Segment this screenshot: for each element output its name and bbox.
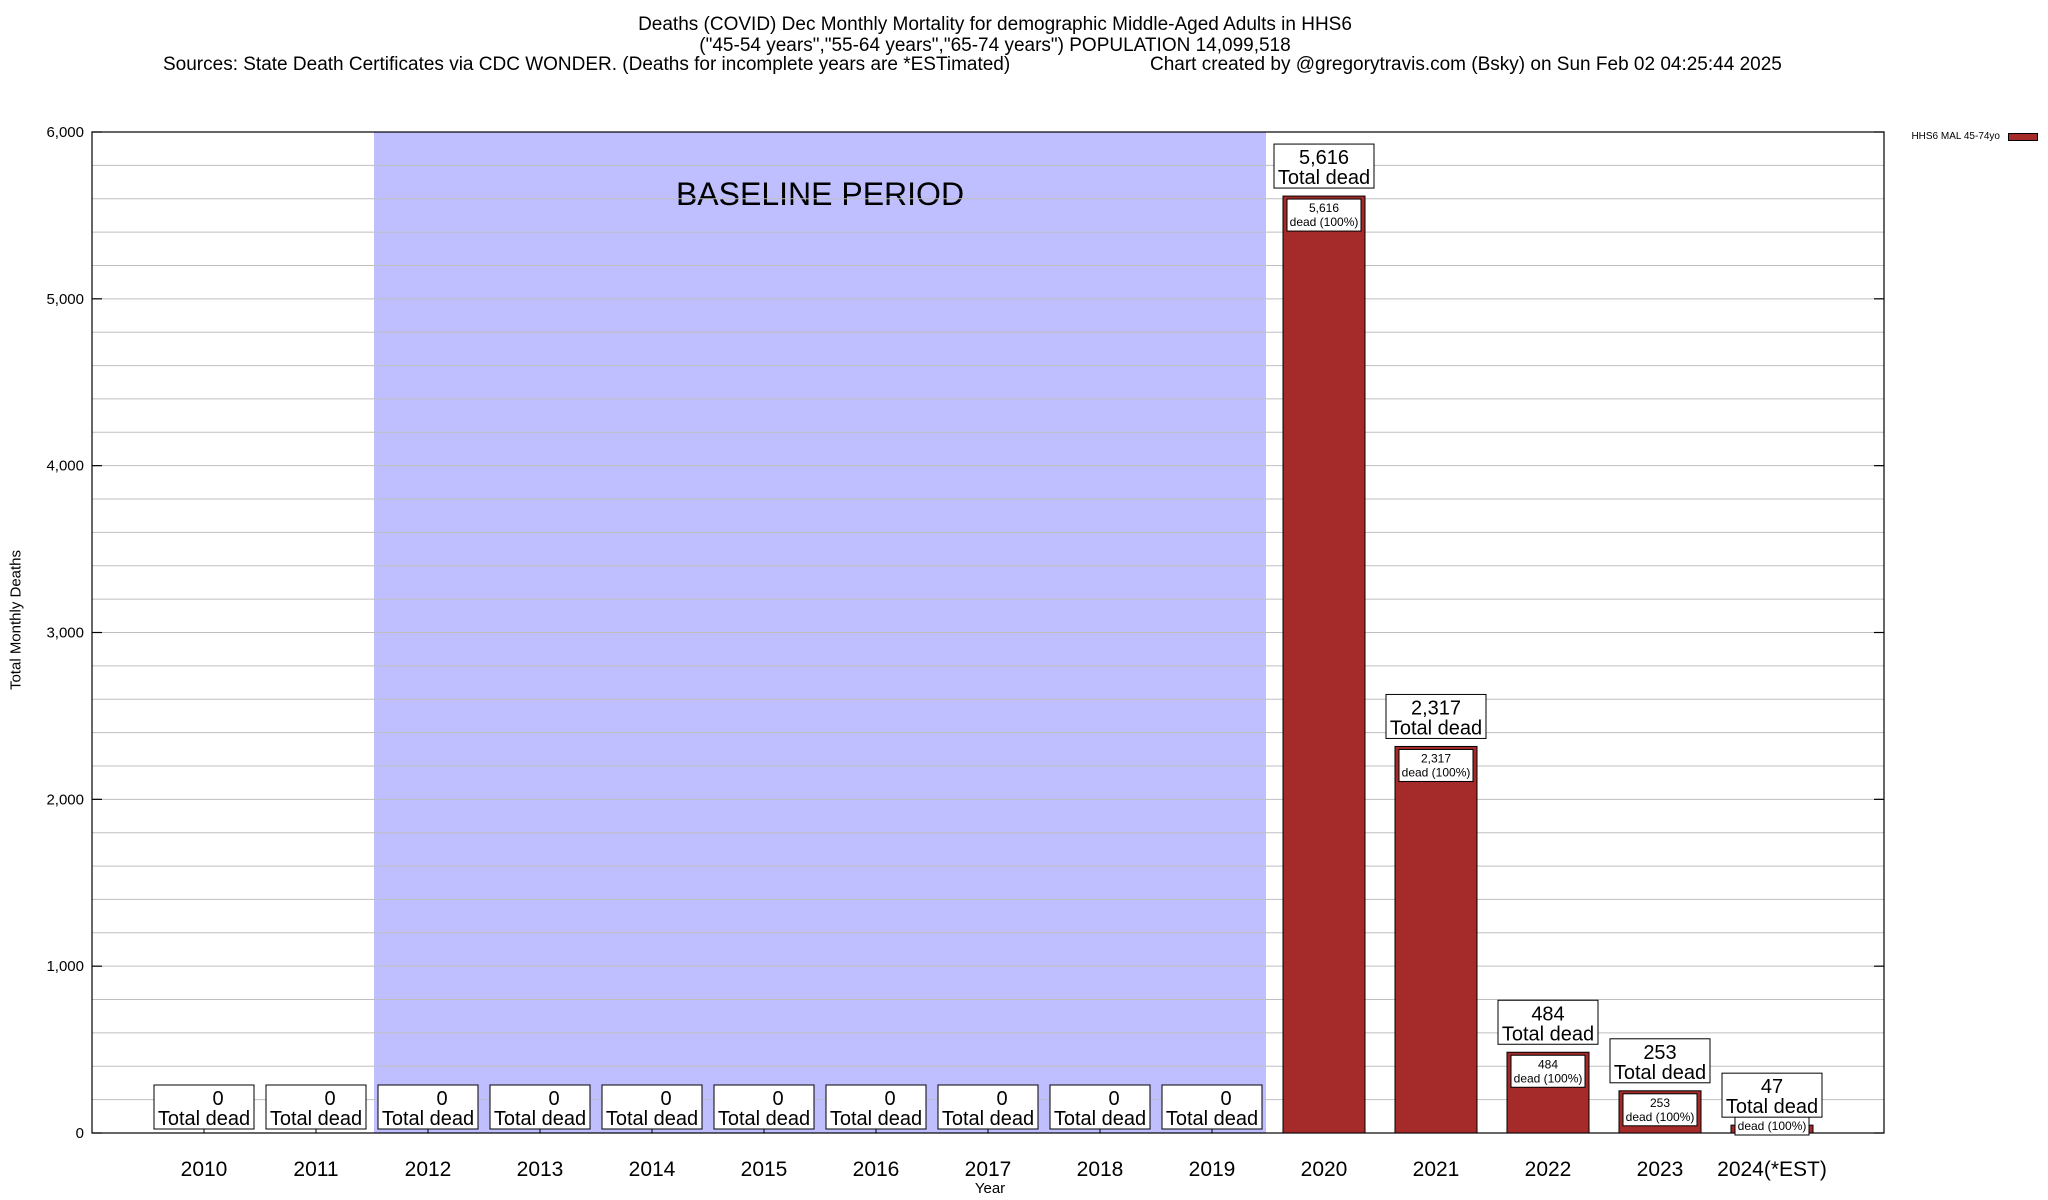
total-value-label: 0 — [660, 1088, 671, 1110]
total-label-box — [1609, 1038, 1711, 1084]
title-line-1: Deaths (COVID) Dec Monthly Mortality for… — [638, 14, 1352, 35]
bar-inner-dead-label: dead (100%) — [1402, 765, 1471, 779]
bar-inner-dead-label: dead (100%) — [1290, 215, 1359, 229]
total-value-label: 0 — [884, 1088, 895, 1110]
y-tick-label: 4,000 — [46, 458, 84, 475]
bar-inner-label-box — [1286, 198, 1362, 232]
bar-inner-value-label: 484 — [1538, 1057, 1558, 1071]
total-dead-label: Total dead — [158, 1108, 250, 1130]
total-label-box — [1721, 1072, 1823, 1118]
bar-inner-dead-label: dead (100%) — [1514, 1071, 1583, 1085]
x-tick-label: 2014 — [629, 1158, 676, 1181]
x-tick-label: 2016 — [853, 1158, 900, 1181]
total-dead-label: Total dead — [1166, 1108, 1258, 1130]
legend-label: HHS6 MAL 45-74yo — [1911, 131, 2000, 142]
total-label-box — [153, 1084, 255, 1130]
y-tick-label: 0 — [76, 1125, 84, 1142]
y-axis-label: Total Monthly Deaths — [7, 549, 25, 691]
total-label-box — [1497, 999, 1599, 1045]
total-value-label: 0 — [772, 1088, 783, 1110]
total-label-box — [1385, 693, 1487, 739]
total-dead-label: Total dead — [1278, 167, 1370, 189]
y-tick-label: 5,000 — [46, 291, 84, 308]
bar-inner-label-box — [1622, 1093, 1698, 1127]
total-value-label: 484 — [1531, 1003, 1564, 1025]
total-value-label: 0 — [1108, 1088, 1119, 1110]
bar-inner-label-box — [1398, 748, 1474, 782]
total-value-label: 47 — [1761, 1076, 1783, 1098]
total-value-label: 0 — [548, 1088, 559, 1110]
x-tick-label: 2021 — [1413, 1158, 1460, 1181]
credit-note: Chart created by @gregorytravis.com (Bsk… — [1150, 54, 1782, 75]
total-dead-label: Total dead — [494, 1108, 586, 1130]
total-label-box — [713, 1084, 815, 1130]
x-tick-label: 2024(*EST) — [1717, 1158, 1827, 1181]
x-tick-label: 2017 — [965, 1158, 1012, 1181]
x-tick-label: 2019 — [1189, 1158, 1236, 1181]
bar-2021 — [1394, 745, 1478, 1134]
total-label-box — [1273, 143, 1375, 189]
bar-inner-value-label: 253 — [1650, 1096, 1670, 1110]
x-tick-label: 2018 — [1077, 1158, 1124, 1181]
total-dead-label: Total dead — [718, 1108, 810, 1130]
total-dead-label: Total dead — [1054, 1108, 1146, 1130]
title-line-2: ("45-54 years","55-64 years","65-74 year… — [699, 35, 1291, 56]
total-dead-label: Total dead — [830, 1108, 922, 1130]
total-value-label: 253 — [1643, 1042, 1676, 1064]
chart-title: Deaths (COVID) Dec Monthly Mortality for… — [0, 14, 1990, 56]
total-label-box — [265, 1084, 367, 1130]
x-tick-label: 2022 — [1525, 1158, 1572, 1181]
total-label-box — [825, 1084, 927, 1130]
bar-inner-value-label: 5,616 — [1309, 201, 1339, 215]
total-label-box — [377, 1084, 479, 1130]
total-dead-label: Total dead — [1390, 717, 1482, 739]
total-label-box — [601, 1084, 703, 1130]
y-tick-label: 2,000 — [46, 791, 84, 808]
total-dead-label: Total dead — [1614, 1062, 1706, 1084]
bar-2020 — [1282, 195, 1366, 1134]
legend-swatch — [2008, 132, 2038, 141]
total-dead-label: Total dead — [942, 1108, 1034, 1130]
x-tick-label: 2020 — [1301, 1158, 1348, 1181]
sources-note: Sources: State Death Certificates via CD… — [163, 54, 1011, 75]
x-tick-label: 2012 — [405, 1158, 452, 1181]
total-label-box — [489, 1084, 591, 1130]
x-tick-label: 2011 — [293, 1158, 338, 1181]
total-label-box — [1049, 1084, 1151, 1130]
y-tick-label: 1,000 — [46, 958, 84, 975]
total-value-label: 0 — [1220, 1088, 1231, 1110]
y-tick-label: 3,000 — [46, 625, 84, 642]
y-tick-label: 6,000 — [46, 124, 84, 141]
total-value-label: 5,616 — [1299, 147, 1349, 169]
baseline-period-label: BASELINE PERIOD — [676, 176, 964, 212]
x-axis-label: Year — [974, 1180, 1006, 1197]
total-value-label: 0 — [324, 1088, 335, 1110]
total-dead-label: Total dead — [1502, 1023, 1594, 1045]
x-tick-label: 2023 — [1637, 1158, 1684, 1181]
bar-inner-label-box — [1510, 1054, 1586, 1088]
bar-inner-value-label: 2,317 — [1421, 751, 1451, 765]
total-dead-label: Total dead — [270, 1108, 362, 1130]
x-tick-label: 2013 — [517, 1158, 564, 1181]
total-value-label: 0 — [212, 1088, 223, 1110]
total-value-label: 2,317 — [1411, 697, 1461, 719]
bar-inner-dead-label: dead (100%) — [1626, 1110, 1695, 1124]
legend: HHS6 MAL 45-74yo — [1911, 131, 2038, 142]
total-value-label: 0 — [996, 1088, 1007, 1110]
x-tick-label: 2015 — [741, 1158, 788, 1181]
total-dead-label: Total dead — [382, 1108, 474, 1130]
bar-inner-dead-label: dead (100%) — [1738, 1119, 1807, 1133]
total-label-box — [1161, 1084, 1263, 1130]
x-tick-label: 2010 — [181, 1158, 228, 1181]
total-dead-label: Total dead — [606, 1108, 698, 1130]
total-label-box — [937, 1084, 1039, 1130]
total-dead-label: Total dead — [1726, 1096, 1818, 1118]
total-value-label: 0 — [436, 1088, 447, 1110]
